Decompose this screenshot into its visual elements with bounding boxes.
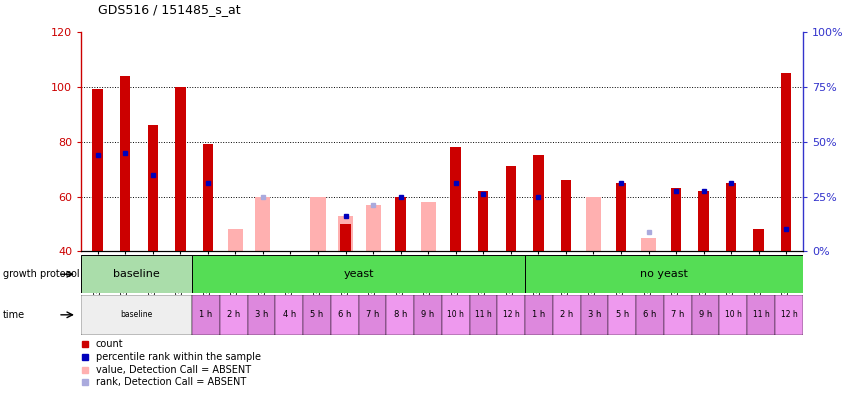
Text: 2 h: 2 h bbox=[227, 310, 241, 319]
Text: 7 h: 7 h bbox=[365, 310, 379, 319]
Bar bbox=[247, 295, 275, 335]
Text: 4 h: 4 h bbox=[282, 310, 296, 319]
Bar bbox=[331, 295, 358, 335]
Bar bbox=[641, 238, 655, 251]
Text: 3 h: 3 h bbox=[254, 310, 268, 319]
Bar bbox=[725, 183, 735, 251]
Text: 11 h: 11 h bbox=[751, 310, 769, 319]
Bar bbox=[303, 295, 331, 335]
Bar bbox=[228, 229, 242, 251]
Bar bbox=[532, 155, 543, 251]
Text: yeast: yeast bbox=[343, 269, 374, 279]
Text: 1 h: 1 h bbox=[531, 310, 545, 319]
Text: 2 h: 2 h bbox=[560, 310, 573, 319]
Text: rank, Detection Call = ABSENT: rank, Detection Call = ABSENT bbox=[96, 377, 246, 388]
Text: count: count bbox=[96, 339, 123, 349]
Text: 12 h: 12 h bbox=[502, 310, 519, 319]
Bar bbox=[442, 295, 469, 335]
Text: growth protocol: growth protocol bbox=[3, 269, 79, 279]
Bar bbox=[525, 295, 553, 335]
Text: baseline: baseline bbox=[113, 269, 160, 279]
Bar bbox=[338, 216, 352, 251]
Bar bbox=[496, 295, 525, 335]
Bar bbox=[192, 295, 220, 335]
Bar bbox=[365, 205, 380, 251]
Bar bbox=[395, 196, 405, 251]
Bar bbox=[92, 89, 102, 251]
Text: 5 h: 5 h bbox=[310, 310, 323, 319]
Text: 7 h: 7 h bbox=[670, 310, 684, 319]
Text: 9 h: 9 h bbox=[698, 310, 711, 319]
Text: 10 h: 10 h bbox=[447, 310, 464, 319]
Text: 8 h: 8 h bbox=[393, 310, 407, 319]
Text: no yeast: no yeast bbox=[639, 269, 688, 279]
Bar bbox=[469, 295, 496, 335]
Bar bbox=[119, 76, 131, 251]
Bar bbox=[275, 295, 303, 335]
Text: 3 h: 3 h bbox=[587, 310, 601, 319]
Bar bbox=[607, 295, 635, 335]
Text: GDS516 / 151485_s_at: GDS516 / 151485_s_at bbox=[98, 3, 241, 16]
Text: percentile rank within the sample: percentile rank within the sample bbox=[96, 352, 260, 362]
Bar bbox=[339, 224, 351, 251]
Bar bbox=[775, 295, 802, 335]
Bar bbox=[81, 255, 192, 293]
Bar bbox=[560, 180, 571, 251]
Bar bbox=[615, 183, 625, 251]
Bar bbox=[358, 295, 386, 335]
Bar bbox=[580, 295, 607, 335]
Text: 12 h: 12 h bbox=[780, 310, 797, 319]
Bar bbox=[478, 191, 488, 251]
Text: baseline: baseline bbox=[120, 310, 153, 319]
Bar bbox=[386, 295, 414, 335]
Bar bbox=[148, 125, 158, 251]
Text: 1 h: 1 h bbox=[199, 310, 212, 319]
Text: time: time bbox=[3, 310, 25, 320]
Text: 11 h: 11 h bbox=[474, 310, 491, 319]
Bar bbox=[752, 229, 763, 251]
Bar bbox=[585, 196, 601, 251]
Bar bbox=[670, 188, 681, 251]
Bar bbox=[691, 295, 718, 335]
Bar bbox=[414, 295, 442, 335]
Bar bbox=[202, 144, 212, 251]
Bar bbox=[81, 295, 192, 335]
Bar bbox=[635, 295, 664, 335]
Bar bbox=[698, 191, 708, 251]
Text: value, Detection Call = ABSENT: value, Detection Call = ABSENT bbox=[96, 365, 251, 375]
Bar bbox=[664, 295, 691, 335]
Text: 6 h: 6 h bbox=[642, 310, 656, 319]
Bar bbox=[718, 295, 746, 335]
Text: 10 h: 10 h bbox=[724, 310, 741, 319]
Bar bbox=[255, 196, 270, 251]
Bar bbox=[525, 255, 802, 293]
Text: 5 h: 5 h bbox=[615, 310, 629, 319]
Bar bbox=[780, 73, 791, 251]
Bar bbox=[421, 202, 435, 251]
Bar bbox=[505, 166, 515, 251]
Text: 6 h: 6 h bbox=[338, 310, 351, 319]
Text: 9 h: 9 h bbox=[421, 310, 434, 319]
Bar bbox=[450, 147, 461, 251]
Bar bbox=[553, 295, 580, 335]
Bar bbox=[220, 295, 247, 335]
Bar bbox=[310, 196, 325, 251]
Bar bbox=[746, 295, 775, 335]
Bar bbox=[175, 87, 185, 251]
Bar bbox=[192, 255, 525, 293]
